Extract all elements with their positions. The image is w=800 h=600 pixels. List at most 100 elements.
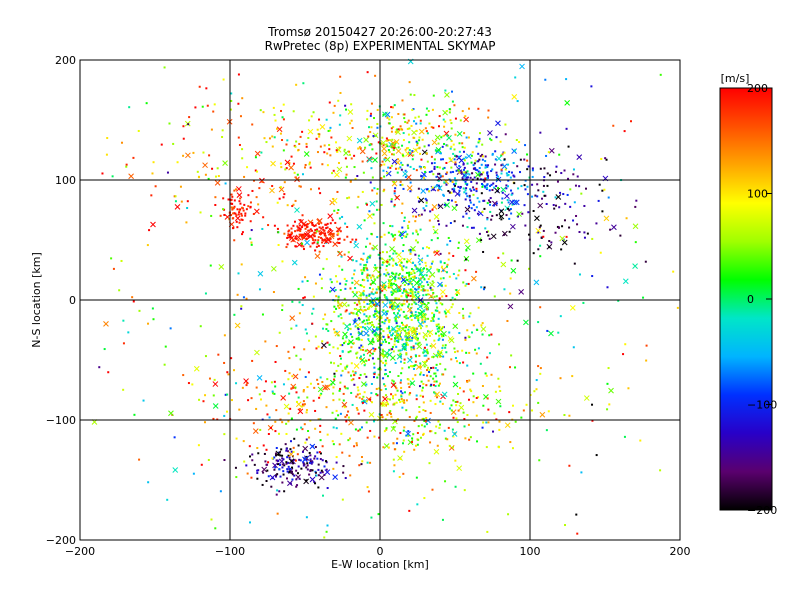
scatter-point	[240, 263, 243, 266]
scatter-point	[444, 346, 447, 349]
scatter-point	[358, 302, 361, 305]
scatter-point	[296, 241, 303, 248]
scatter-point	[507, 185, 510, 188]
scatter-point	[331, 172, 334, 175]
scatter-point	[302, 400, 305, 403]
scatter-point	[369, 181, 372, 184]
scatter-point	[356, 223, 363, 230]
scatter-point	[98, 366, 101, 369]
scatter-point	[347, 343, 350, 346]
scatter-point	[511, 404, 514, 407]
scatter-point	[273, 380, 276, 383]
scatter-point	[542, 184, 545, 187]
scatter-point	[297, 287, 300, 290]
scatter-point	[393, 312, 400, 319]
scatter-point	[355, 407, 358, 410]
scatter-point	[398, 314, 401, 317]
scatter-point	[481, 143, 484, 146]
scatter-point	[330, 136, 333, 139]
scatter-point	[150, 221, 156, 228]
scatter-point	[338, 237, 341, 240]
scatter-point	[546, 329, 549, 332]
scatter-point	[457, 409, 460, 412]
scatter-point	[425, 264, 428, 267]
scatter-point	[493, 295, 496, 298]
scatter-point	[419, 365, 422, 368]
scatter-point	[438, 172, 441, 175]
scatter-point	[478, 132, 481, 135]
scatter-point	[375, 288, 378, 291]
scatter-point	[490, 183, 493, 186]
scatter-point	[534, 194, 537, 197]
scatter-point	[450, 409, 453, 412]
scatter-point	[623, 130, 626, 133]
scatter-point	[336, 212, 339, 215]
scatter-point	[432, 384, 435, 387]
scatter-point	[283, 403, 290, 410]
scatter-point	[406, 279, 409, 282]
scatter-point	[427, 283, 430, 286]
scatter-point	[198, 176, 201, 179]
scatter-point	[297, 444, 300, 447]
scatter-point	[367, 358, 370, 361]
scatter-point	[268, 416, 271, 419]
scatter-point	[360, 330, 363, 333]
scatter-point	[542, 190, 545, 193]
scatter-point	[353, 301, 356, 304]
scatter-point	[290, 233, 293, 236]
scatter-point	[399, 355, 402, 358]
scatter-point	[406, 127, 409, 130]
scatter-point	[322, 318, 325, 321]
scatter-point	[217, 353, 220, 356]
scatter-point	[495, 171, 498, 174]
scatter-point	[392, 397, 395, 400]
scatter-point	[482, 171, 485, 174]
scatter-point	[468, 315, 471, 318]
scatter-point	[365, 296, 368, 299]
scatter-point	[475, 352, 478, 355]
scatter-point	[466, 162, 469, 165]
scatter-point	[281, 116, 284, 119]
scatter-point	[262, 111, 265, 114]
scatter-point	[338, 443, 341, 446]
scatter-point	[374, 264, 377, 267]
scatter-point	[342, 471, 345, 474]
scatter-point	[394, 330, 397, 333]
scatter-point	[452, 435, 455, 438]
scatter-point	[307, 128, 314, 135]
scatter-point	[318, 474, 325, 481]
scatter-point	[402, 265, 405, 268]
scatter-point	[122, 388, 125, 391]
scatter-point	[470, 226, 473, 229]
scatter-point	[306, 468, 309, 471]
scatter-point	[391, 348, 394, 351]
scatter-point	[418, 286, 421, 289]
scatter-point	[435, 295, 438, 298]
y-tick-label: 100	[55, 174, 76, 187]
scatter-point	[603, 188, 606, 191]
scatter-point	[392, 426, 395, 429]
scatter-point	[392, 145, 395, 148]
scatter-point	[344, 310, 347, 313]
scatter-point	[273, 392, 276, 395]
scatter-point	[448, 337, 455, 344]
scatter-point	[284, 168, 287, 171]
scatter-point	[386, 297, 389, 300]
scatter-point	[401, 202, 404, 205]
scatter-point	[578, 231, 581, 234]
scatter-point	[414, 264, 417, 267]
scatter-point	[256, 375, 263, 381]
scatter-point	[346, 225, 349, 228]
scatter-point	[535, 379, 538, 382]
scatter-point	[391, 264, 394, 267]
scatter-point	[548, 147, 555, 154]
scatter-point	[332, 241, 338, 247]
scatter-point	[510, 354, 513, 357]
scatter-point	[302, 235, 305, 238]
scatter-point	[446, 438, 449, 441]
scatter-point	[236, 192, 243, 198]
scatter-point	[363, 137, 369, 143]
scatter-point	[532, 209, 535, 212]
scatter-point	[375, 393, 378, 396]
scatter-point	[298, 185, 301, 188]
